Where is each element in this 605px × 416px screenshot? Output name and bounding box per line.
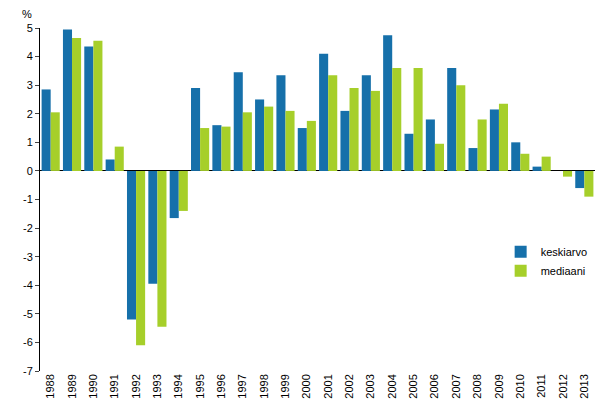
svg-text:1990: 1990 bbox=[87, 374, 99, 398]
svg-text:0: 0 bbox=[27, 165, 33, 177]
svg-text:2005: 2005 bbox=[407, 374, 419, 398]
svg-text:2013: 2013 bbox=[578, 374, 590, 398]
svg-text:1997: 1997 bbox=[236, 374, 248, 398]
svg-text:2011: 2011 bbox=[535, 374, 547, 398]
svg-text:2009: 2009 bbox=[493, 374, 505, 398]
svg-text:-2: -2 bbox=[23, 222, 33, 234]
svg-text:1991: 1991 bbox=[108, 374, 120, 398]
svg-text:2006: 2006 bbox=[428, 374, 440, 398]
svg-text:1993: 1993 bbox=[151, 374, 163, 398]
svg-text:-7: -7 bbox=[23, 365, 33, 377]
svg-text:-6: -6 bbox=[23, 336, 33, 348]
svg-text:%: % bbox=[22, 8, 32, 20]
svg-text:2007: 2007 bbox=[450, 374, 462, 398]
svg-text:1998: 1998 bbox=[258, 374, 270, 398]
svg-text:4: 4 bbox=[27, 50, 33, 62]
svg-text:-3: -3 bbox=[23, 251, 33, 263]
svg-text:mediaani: mediaani bbox=[541, 265, 586, 277]
svg-text:1999: 1999 bbox=[279, 374, 291, 398]
svg-text:2012: 2012 bbox=[557, 374, 569, 398]
svg-text:3: 3 bbox=[27, 79, 33, 91]
svg-text:1988: 1988 bbox=[44, 374, 56, 398]
svg-text:2004: 2004 bbox=[386, 374, 398, 398]
svg-text:-5: -5 bbox=[23, 308, 33, 320]
svg-text:2002: 2002 bbox=[343, 374, 355, 398]
svg-text:1996: 1996 bbox=[215, 374, 227, 398]
svg-text:-4: -4 bbox=[23, 279, 33, 291]
svg-text:1992: 1992 bbox=[130, 374, 142, 398]
svg-text:1: 1 bbox=[27, 136, 33, 148]
svg-text:2010: 2010 bbox=[514, 374, 526, 398]
svg-text:-1: -1 bbox=[23, 193, 33, 205]
svg-text:2: 2 bbox=[27, 108, 33, 120]
svg-text:2008: 2008 bbox=[471, 374, 483, 398]
svg-text:1995: 1995 bbox=[194, 374, 206, 398]
svg-text:1989: 1989 bbox=[66, 374, 78, 398]
svg-text:5: 5 bbox=[27, 22, 33, 34]
svg-text:1994: 1994 bbox=[172, 374, 184, 398]
svg-text:2001: 2001 bbox=[322, 374, 334, 398]
svg-text:2003: 2003 bbox=[364, 374, 376, 398]
svg-text:2000: 2000 bbox=[300, 374, 312, 398]
svg-text:keskiarvo: keskiarvo bbox=[541, 246, 587, 258]
